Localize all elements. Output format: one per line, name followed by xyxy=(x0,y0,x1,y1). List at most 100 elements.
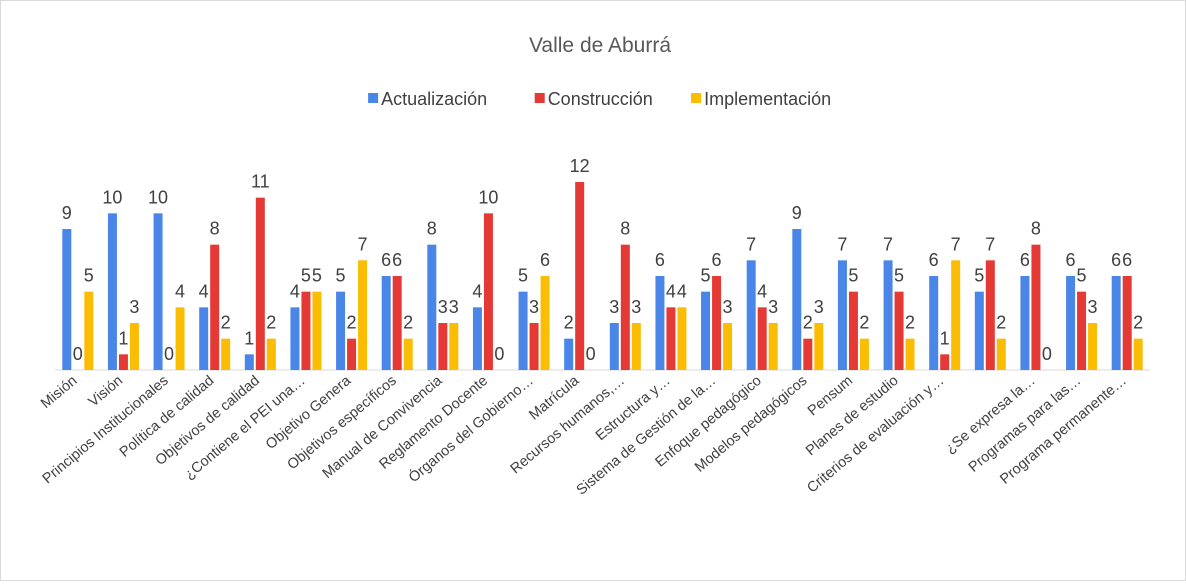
bar xyxy=(929,276,939,370)
bar xyxy=(1020,276,1030,370)
data-label: 3 xyxy=(1088,297,1098,317)
bar xyxy=(564,338,574,370)
bar xyxy=(84,291,94,370)
data-label: 0 xyxy=(586,344,596,364)
bar xyxy=(518,291,528,370)
bar xyxy=(859,338,869,370)
data-label: 4 xyxy=(666,281,676,301)
data-label: 10 xyxy=(102,187,122,207)
bar xyxy=(118,354,128,370)
bar xyxy=(1122,276,1132,370)
legend-label: Actualización xyxy=(381,89,487,109)
legend-label: Implementación xyxy=(704,89,831,109)
data-label: 6 xyxy=(540,250,550,270)
bar xyxy=(347,338,357,370)
data-label: 4 xyxy=(757,281,767,301)
data-label: 5 xyxy=(336,266,346,286)
bar xyxy=(403,338,413,370)
legend-swatch xyxy=(691,93,702,103)
bar xyxy=(449,323,459,370)
data-label: 3 xyxy=(449,297,459,317)
bar xyxy=(1111,276,1121,370)
data-label: 3 xyxy=(529,297,539,317)
bar xyxy=(883,260,893,370)
data-label: 4 xyxy=(175,281,185,301)
data-label: 2 xyxy=(905,313,915,333)
bar xyxy=(712,276,722,370)
bar xyxy=(905,338,915,370)
data-label: 2 xyxy=(403,313,413,333)
bar xyxy=(677,307,687,370)
bar xyxy=(985,260,995,370)
bar xyxy=(620,244,630,370)
data-label: 8 xyxy=(1031,219,1041,239)
bar xyxy=(301,291,311,370)
bar xyxy=(381,276,391,370)
legend-swatch xyxy=(368,93,379,103)
data-label: 10 xyxy=(478,187,498,207)
data-label: 6 xyxy=(1111,250,1121,270)
data-label: 3 xyxy=(609,297,619,317)
data-label: 5 xyxy=(312,266,322,286)
data-label: 2 xyxy=(859,313,869,333)
data-label: 10 xyxy=(148,187,168,207)
data-label: 8 xyxy=(210,219,220,239)
bar xyxy=(974,291,984,370)
data-label: 3 xyxy=(768,297,778,317)
data-label: 3 xyxy=(723,297,733,317)
data-label: 4 xyxy=(677,281,687,301)
bar xyxy=(940,354,950,370)
data-label: 7 xyxy=(358,234,368,254)
bar xyxy=(221,338,231,370)
data-label: 1 xyxy=(940,328,950,348)
bar xyxy=(312,291,322,370)
bar xyxy=(768,323,778,370)
data-label: 3 xyxy=(814,297,824,317)
data-label: 9 xyxy=(792,203,802,223)
bar xyxy=(529,323,539,370)
data-label: 5 xyxy=(974,266,984,286)
data-label: 6 xyxy=(1020,250,1030,270)
data-label: 2 xyxy=(803,313,813,333)
data-label: 6 xyxy=(1066,250,1076,270)
data-label: 1 xyxy=(118,328,128,348)
bar xyxy=(392,276,402,370)
bar xyxy=(427,244,437,370)
bar xyxy=(62,229,72,370)
data-label: 6 xyxy=(1122,250,1132,270)
bar xyxy=(746,260,756,370)
bar xyxy=(336,291,346,370)
data-label: 0 xyxy=(1042,344,1052,364)
data-label: 8 xyxy=(427,219,437,239)
data-label: 7 xyxy=(746,234,756,254)
data-label: 2 xyxy=(266,313,276,333)
bar xyxy=(631,323,641,370)
data-label: 3 xyxy=(631,297,641,317)
data-label: 2 xyxy=(564,313,574,333)
data-label: 5 xyxy=(894,266,904,286)
data-label: 7 xyxy=(985,234,995,254)
data-label: 6 xyxy=(929,250,939,270)
data-label: 11 xyxy=(251,172,270,192)
bar xyxy=(1133,338,1143,370)
bar xyxy=(266,338,276,370)
bar xyxy=(1077,291,1087,370)
data-label: 7 xyxy=(883,234,893,254)
bar xyxy=(655,276,665,370)
bar xyxy=(837,260,847,370)
data-label: 3 xyxy=(129,297,139,317)
data-label: 0 xyxy=(73,344,83,364)
bar xyxy=(472,307,482,370)
bar xyxy=(757,307,767,370)
data-label: 2 xyxy=(347,313,357,333)
bar xyxy=(438,323,448,370)
bar xyxy=(1031,244,1041,370)
data-label: 3 xyxy=(438,297,448,317)
data-label: 2 xyxy=(996,313,1006,333)
bar xyxy=(894,291,904,370)
bar xyxy=(996,338,1006,370)
bar xyxy=(255,197,265,370)
bar xyxy=(609,323,619,370)
bar xyxy=(848,291,858,370)
